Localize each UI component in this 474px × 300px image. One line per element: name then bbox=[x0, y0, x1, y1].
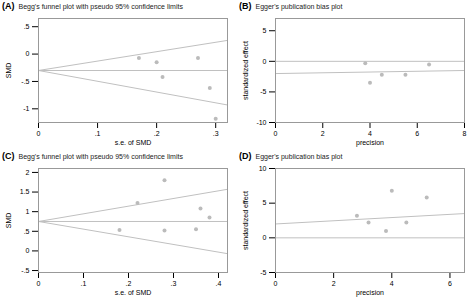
svg-text:.4: .4 bbox=[216, 280, 222, 287]
svg-text:0: 0 bbox=[37, 280, 41, 287]
svg-text:2: 2 bbox=[332, 280, 336, 287]
svg-text:.1: .1 bbox=[81, 280, 87, 287]
svg-text:0: 0 bbox=[263, 58, 267, 65]
html-text:(C) Begg's funnel plot with ps: (C) Begg's funnel plot with pseudo 95% c… bbox=[2, 151, 183, 161]
svg-text:standardized effect: standardized effect bbox=[242, 191, 249, 250]
html-text:(A) Begg's funnel plot with ps: (A) Begg's funnel plot with pseudo 95% c… bbox=[2, 1, 183, 11]
svg-text:5: 5 bbox=[263, 199, 267, 206]
svg-text:precision: precision bbox=[356, 289, 384, 297]
svg-text:0: 0 bbox=[26, 247, 30, 254]
svg-text:standardized effect: standardized effect bbox=[242, 41, 249, 100]
svg-text:5: 5 bbox=[263, 27, 267, 34]
html-text:(B) Egger's publication bias p: (B) Egger's publication bias plot bbox=[239, 1, 343, 11]
svg-text:.5: .5 bbox=[24, 228, 30, 235]
svg-text:.1: .1 bbox=[95, 130, 101, 137]
svg-text:.5: .5 bbox=[24, 23, 30, 30]
svg-text:0: 0 bbox=[263, 234, 267, 241]
svg-text:10: 10 bbox=[259, 165, 267, 172]
svg-text:2: 2 bbox=[321, 130, 325, 137]
svg-text:0: 0 bbox=[26, 50, 30, 57]
svg-text:.2: .2 bbox=[154, 130, 160, 137]
svg-text:SMD: SMD bbox=[5, 63, 12, 79]
svg-text:0: 0 bbox=[37, 130, 41, 137]
svg-text:.3: .3 bbox=[171, 280, 177, 287]
svg-text:s.e. of SMD: s.e. of SMD bbox=[115, 139, 152, 146]
svg-text:2: 2 bbox=[26, 169, 30, 176]
svg-text:0: 0 bbox=[274, 130, 278, 137]
svg-text:1: 1 bbox=[26, 208, 30, 215]
svg-text:-1: -1 bbox=[23, 105, 29, 112]
svg-text:1.5: 1.5 bbox=[20, 188, 30, 195]
svg-text:4: 4 bbox=[368, 130, 372, 137]
html-text:(D) Egger's publication bias p: (D) Egger's publication bias plot bbox=[239, 151, 343, 161]
svg-text:-5: -5 bbox=[260, 88, 266, 95]
svg-text:6: 6 bbox=[448, 280, 452, 287]
svg-text:SMD: SMD bbox=[5, 213, 12, 229]
svg-text:0: 0 bbox=[274, 280, 278, 287]
svg-text:s.e. of SMD: s.e. of SMD bbox=[115, 289, 152, 296]
svg-text:-.5: -.5 bbox=[21, 78, 29, 85]
svg-text:-.5: -.5 bbox=[21, 267, 29, 274]
svg-text:8: 8 bbox=[463, 130, 467, 137]
svg-text:6: 6 bbox=[415, 130, 419, 137]
svg-text:.3: .3 bbox=[213, 130, 219, 137]
svg-text:4: 4 bbox=[390, 280, 394, 287]
svg-text:precision: precision bbox=[356, 139, 384, 147]
svg-text:-10: -10 bbox=[256, 119, 266, 126]
svg-text:-5: -5 bbox=[260, 269, 266, 276]
svg-text:.2: .2 bbox=[126, 280, 132, 287]
